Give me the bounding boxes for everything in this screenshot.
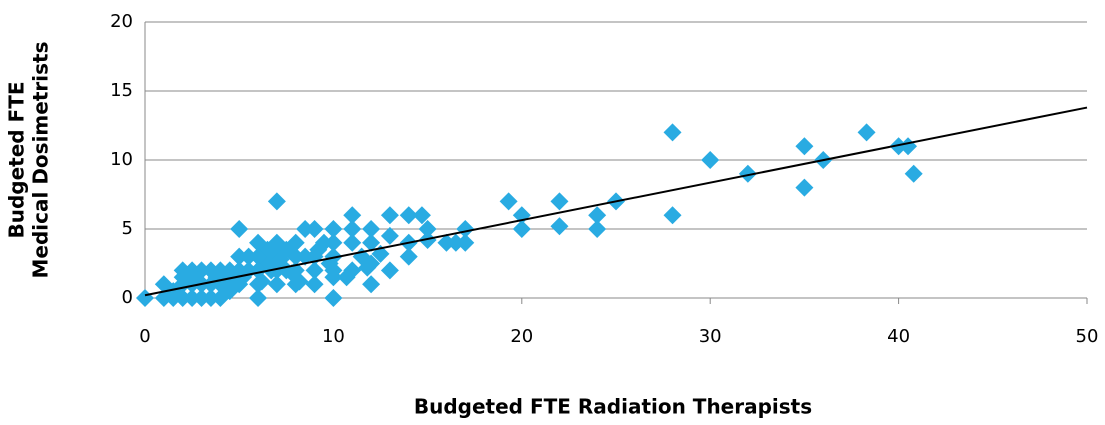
data-point [324, 268, 343, 287]
y-tick-label: 10 [110, 149, 133, 170]
data-point [305, 220, 324, 238]
data-point [230, 220, 249, 238]
data-point [362, 233, 381, 252]
data-point [899, 137, 918, 156]
data-point [904, 164, 923, 183]
data-point [343, 220, 362, 238]
x-tick-label: 30 [699, 326, 722, 347]
data-point [252, 272, 271, 291]
data-point [456, 233, 475, 252]
data-point [154, 275, 173, 294]
data-point [183, 289, 202, 307]
data-point [249, 247, 268, 266]
data-point [337, 268, 356, 287]
data-point [296, 247, 315, 266]
data-point [437, 233, 456, 252]
x-axis-title: Budgeted FTE Radiation Therapists [414, 395, 812, 419]
data-point [857, 123, 876, 142]
data-point [164, 289, 183, 307]
data-point [588, 206, 607, 225]
data-point [380, 226, 399, 245]
data-point [889, 137, 908, 156]
data-point [446, 233, 465, 252]
data-point [512, 220, 531, 238]
data-point [271, 250, 290, 269]
data-point [588, 220, 607, 238]
y-tick-label: 15 [110, 80, 133, 101]
data-point [362, 275, 381, 294]
data-point [305, 261, 324, 280]
y-axis-title: Budgeted FTE Medical Dosimetrists [5, 42, 53, 279]
data-point [136, 289, 154, 307]
data-point [738, 164, 757, 183]
y-tick-label: 20 [110, 11, 133, 32]
data-point [305, 275, 324, 294]
data-point [399, 247, 418, 266]
data-point [380, 206, 399, 225]
y-tick-label: 5 [122, 218, 133, 239]
data-point [343, 233, 362, 252]
data-point [192, 289, 211, 307]
data-point [362, 220, 381, 238]
data-point [324, 220, 343, 238]
data-point [230, 247, 249, 266]
data-point [267, 275, 286, 294]
data-point [343, 206, 362, 225]
data-point [358, 258, 377, 277]
x-tick-label: 40 [887, 326, 910, 347]
data-point [249, 289, 268, 307]
x-tick-label: 20 [510, 326, 533, 347]
data-point [663, 206, 682, 225]
data-point [324, 233, 343, 252]
data-point [282, 264, 301, 283]
trendline [144, 106, 1088, 297]
data-point [795, 137, 814, 156]
data-point [220, 282, 239, 301]
data-point [154, 289, 173, 307]
x-tick-label: 0 [139, 326, 150, 347]
y-axis-title-line: Medical Dosimetrists [29, 42, 53, 279]
data-point [267, 192, 286, 211]
data-point [296, 220, 315, 238]
data-point [418, 231, 437, 250]
data-point [550, 217, 569, 236]
data-point [663, 123, 682, 142]
data-point [309, 240, 328, 259]
data-point [324, 289, 343, 307]
x-tick-label: 10 [322, 326, 345, 347]
data-point [380, 261, 399, 280]
data-point [456, 220, 475, 238]
x-tick-label: 50 [1076, 326, 1099, 347]
data-point [233, 268, 252, 287]
data-point [499, 192, 518, 211]
data-point [201, 289, 220, 307]
data-point [795, 178, 814, 197]
y-tick-label: 0 [122, 287, 133, 308]
data-point [399, 206, 418, 225]
data-point [239, 247, 258, 266]
data-point [550, 192, 569, 211]
y-axis-title-line: Budgeted FTE [5, 81, 29, 238]
data-point [249, 233, 268, 252]
data-point [701, 151, 720, 169]
data-point [418, 220, 437, 238]
data-point [412, 206, 431, 225]
